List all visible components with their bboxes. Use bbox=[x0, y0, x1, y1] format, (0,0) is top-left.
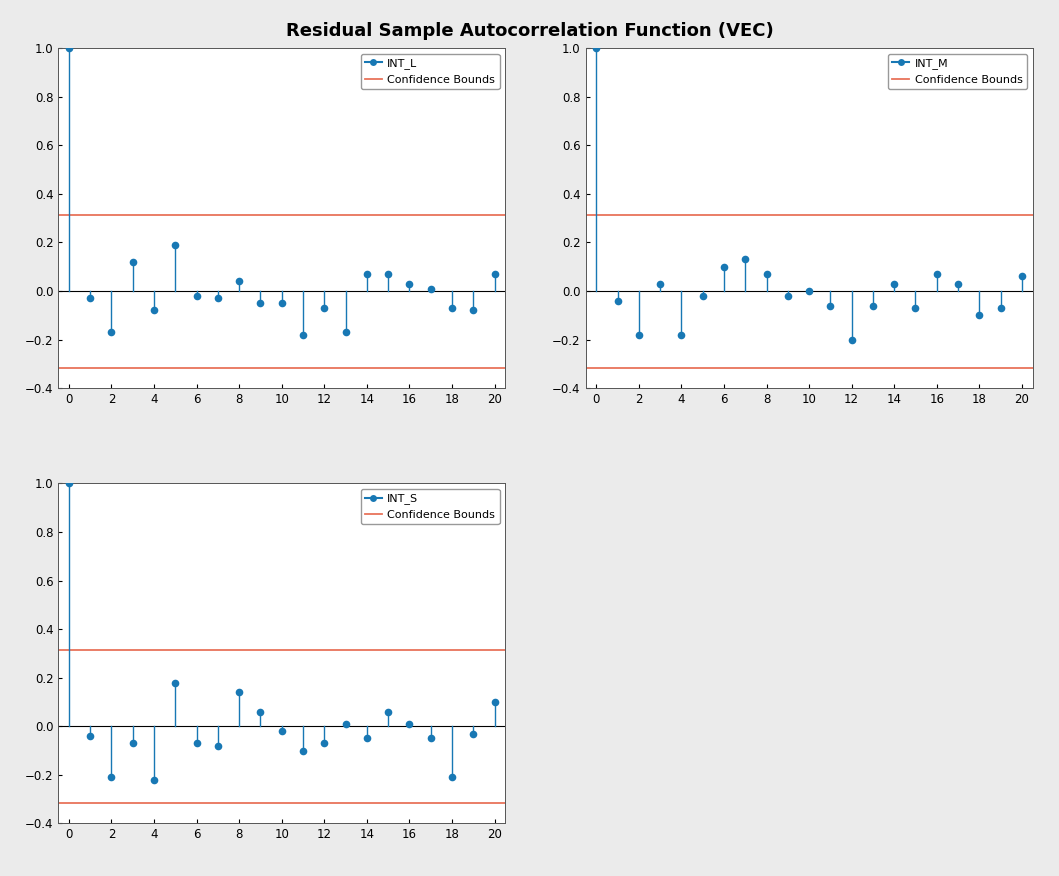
Text: Residual Sample Autocorrelation Function (VEC): Residual Sample Autocorrelation Function… bbox=[286, 22, 773, 40]
Legend: INT_L, Confidence Bounds: INT_L, Confidence Bounds bbox=[361, 53, 500, 89]
Legend: INT_M, Confidence Bounds: INT_M, Confidence Bounds bbox=[889, 53, 1027, 89]
Legend: INT_S, Confidence Bounds: INT_S, Confidence Bounds bbox=[361, 489, 500, 525]
